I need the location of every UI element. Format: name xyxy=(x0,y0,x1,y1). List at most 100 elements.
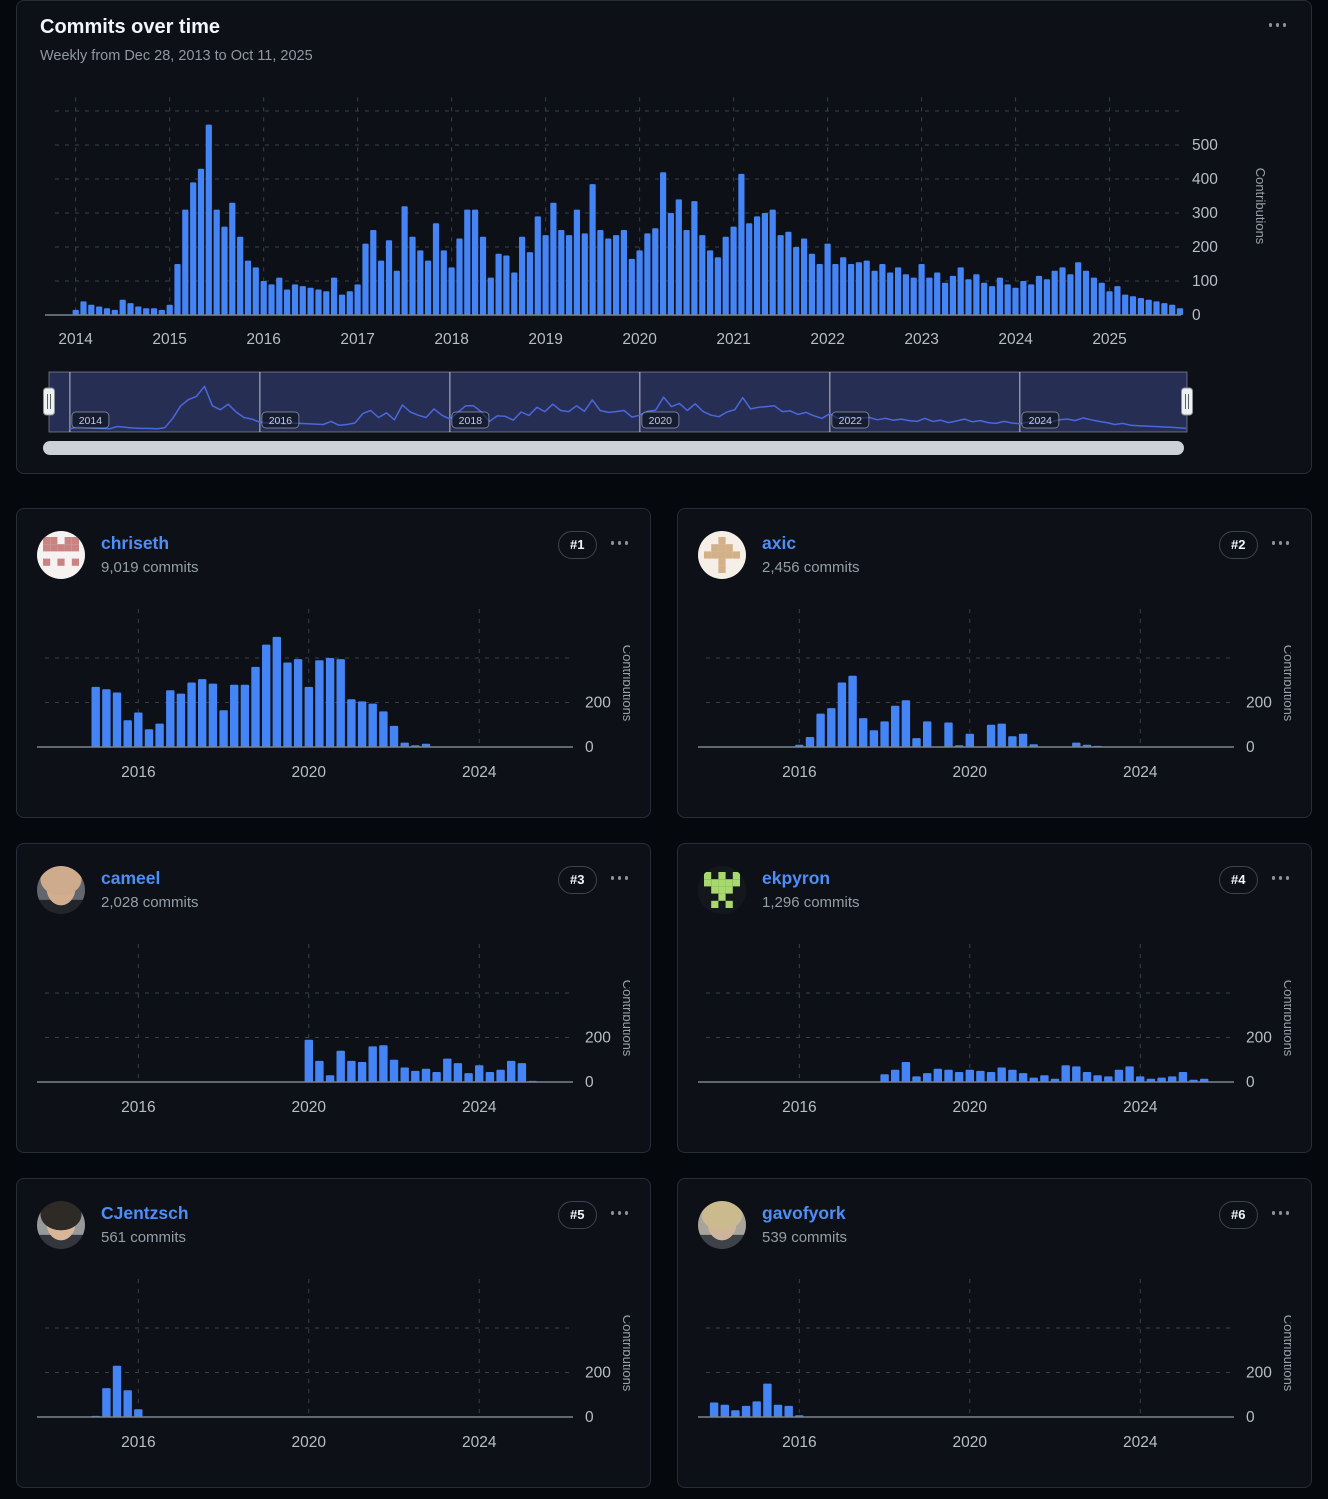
svg-text:Contributions: Contributions xyxy=(1281,645,1291,722)
rank-badge: #1 xyxy=(558,531,597,559)
contributor-bar-chart: 2016 2020 2024 0 200 Contributions xyxy=(698,605,1291,785)
avatar[interactable] xyxy=(37,531,85,579)
avatar[interactable] xyxy=(37,1201,85,1249)
kebab-dot xyxy=(624,1211,628,1215)
panel-title: Commits over time xyxy=(40,16,221,38)
svg-text:0: 0 xyxy=(585,739,594,756)
svg-text:2018: 2018 xyxy=(459,415,483,427)
svg-text:2020: 2020 xyxy=(649,415,673,427)
svg-text:2020: 2020 xyxy=(622,331,657,348)
svg-text:2020: 2020 xyxy=(953,1434,988,1451)
svg-text:2023: 2023 xyxy=(904,331,938,348)
kebab-menu-icon[interactable] xyxy=(1270,1203,1292,1223)
contributor-name-link[interactable]: gavofyork xyxy=(762,1203,846,1223)
contributor-bar-chart: 2016 2020 2024 0 200 Contributions xyxy=(37,940,630,1120)
svg-text:200: 200 xyxy=(1246,1365,1272,1382)
rank-badge: #6 xyxy=(1219,1201,1258,1229)
svg-text:2016: 2016 xyxy=(121,764,155,781)
kebab-menu-icon[interactable] xyxy=(609,533,631,553)
panel-subtitle: Weekly from Dec 28, 2013 to Oct 11, 2025 xyxy=(40,48,313,64)
svg-text:Contributions: Contributions xyxy=(1253,168,1268,245)
svg-text:Contributions: Contributions xyxy=(620,1315,630,1392)
svg-text:2016: 2016 xyxy=(121,1434,155,1451)
commit-count: 2,028 commits xyxy=(101,894,199,911)
kebab-menu-icon[interactable] xyxy=(609,868,631,888)
svg-text:0: 0 xyxy=(585,1409,594,1426)
svg-text:300: 300 xyxy=(1192,205,1218,222)
svg-text:500: 500 xyxy=(1192,137,1218,154)
svg-text:2024: 2024 xyxy=(1123,1099,1158,1116)
svg-text:Contributions: Contributions xyxy=(620,980,630,1057)
contributor-bar-chart: 2016 2020 2024 0 200 Contributions xyxy=(37,1275,630,1455)
contributor-bar-chart: 2016 2020 2024 0 200 Contributions xyxy=(37,605,630,785)
kebab-dot xyxy=(1268,23,1272,27)
svg-text:2022: 2022 xyxy=(839,415,863,427)
svg-text:2016: 2016 xyxy=(782,1434,816,1451)
kebab-menu-icon[interactable] xyxy=(1270,533,1292,553)
svg-text:2014: 2014 xyxy=(58,331,93,348)
commits-bar-chart: 2014 2015 2016 2017 2018 2019 2020 2021 2022 2023… xyxy=(40,83,1288,355)
svg-text:200: 200 xyxy=(1192,239,1218,256)
contributor-name-link[interactable]: CJentzsch xyxy=(101,1203,189,1223)
kebab-dot xyxy=(1278,1211,1282,1215)
avatar[interactable] xyxy=(698,1201,746,1249)
svg-text:Contributions: Contributions xyxy=(620,645,630,722)
kebab-menu-icon[interactable] xyxy=(1267,15,1289,35)
avatar[interactable] xyxy=(37,866,85,914)
contributor-name-link[interactable]: cameel xyxy=(101,868,161,888)
contributor-name-link[interactable]: chriseth xyxy=(101,533,170,553)
contributor-card: axic 2,456 commits #2 2016 2020 2024 0 200 Co… xyxy=(677,508,1312,818)
svg-text:0: 0 xyxy=(585,1074,594,1091)
commit-count: 561 commits xyxy=(101,1229,187,1246)
svg-text:2016: 2016 xyxy=(782,764,816,781)
kebab-dot xyxy=(1271,1211,1275,1215)
kebab-dot xyxy=(617,876,621,880)
svg-text:2024: 2024 xyxy=(1123,1434,1158,1451)
contributor-bar-chart: 2016 2020 2024 0 200 Contributions xyxy=(698,1275,1291,1455)
svg-text:2020: 2020 xyxy=(292,1099,327,1116)
kebab-menu-icon[interactable] xyxy=(1270,868,1292,888)
avatar[interactable] xyxy=(698,866,746,914)
commit-count: 539 commits xyxy=(762,1229,848,1246)
avatar[interactable] xyxy=(698,531,746,579)
kebab-menu-icon[interactable] xyxy=(609,1203,631,1223)
kebab-dot xyxy=(624,541,628,545)
svg-text:2016: 2016 xyxy=(121,1099,155,1116)
contributor-card: chriseth 9,019 commits #1 2016 2020 2024 0 2… xyxy=(16,508,651,818)
svg-text:2016: 2016 xyxy=(782,1099,816,1116)
contributor-card: ekpyron 1,296 commits #4 2016 2020 2024 0 20… xyxy=(677,843,1312,1153)
timeline-brush[interactable]: 2014 2016 2018 2020 2022 2024 xyxy=(40,371,1288,435)
svg-text:2024: 2024 xyxy=(1029,415,1053,427)
commits-over-time-panel: Commits over time Weekly from Dec 28, 20… xyxy=(16,0,1312,474)
kebab-dot xyxy=(1285,1211,1289,1215)
svg-text:2019: 2019 xyxy=(528,331,562,348)
kebab-dot xyxy=(1282,23,1286,27)
rank-badge: #4 xyxy=(1219,866,1258,894)
kebab-dot xyxy=(617,1211,621,1215)
svg-text:200: 200 xyxy=(1246,1030,1272,1047)
svg-text:2017: 2017 xyxy=(340,331,374,348)
svg-text:2018: 2018 xyxy=(434,331,468,348)
kebab-dot xyxy=(1278,876,1282,880)
svg-text:200: 200 xyxy=(1246,695,1272,712)
svg-text:Contributions: Contributions xyxy=(1281,1315,1291,1392)
svg-text:0: 0 xyxy=(1246,1409,1255,1426)
horizontal-scrollbar[interactable] xyxy=(43,441,1184,455)
commit-count: 9,019 commits xyxy=(101,559,199,576)
kebab-dot xyxy=(1271,541,1275,545)
svg-text:2020: 2020 xyxy=(292,1434,327,1451)
kebab-dot xyxy=(1278,541,1282,545)
kebab-dot xyxy=(610,541,614,545)
kebab-dot xyxy=(610,1211,614,1215)
kebab-dot xyxy=(1285,541,1289,545)
svg-text:200: 200 xyxy=(585,695,611,712)
svg-text:0: 0 xyxy=(1246,1074,1255,1091)
contributor-card: cameel 2,028 commits #3 2016 2020 2024 0 200… xyxy=(16,843,651,1153)
svg-text:2016: 2016 xyxy=(269,415,293,427)
svg-text:2024: 2024 xyxy=(462,1434,497,1451)
kebab-dot xyxy=(617,541,621,545)
svg-text:2024: 2024 xyxy=(998,331,1033,348)
contributor-name-link[interactable]: axic xyxy=(762,533,797,553)
contributor-name-link[interactable]: ekpyron xyxy=(762,868,831,888)
kebab-dot xyxy=(1285,876,1289,880)
